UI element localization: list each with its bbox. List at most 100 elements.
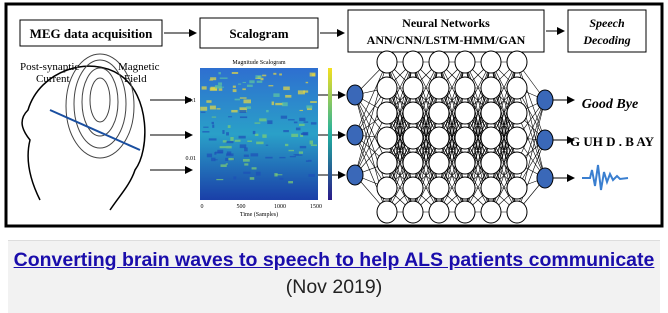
texture-cell — [244, 155, 249, 157]
node — [429, 102, 449, 124]
texture-cell — [242, 88, 246, 90]
texture-cell — [273, 73, 276, 75]
texture-cell — [306, 160, 309, 162]
texture-cell — [246, 106, 251, 109]
texture-cell — [281, 116, 287, 119]
texture-cell — [303, 90, 308, 92]
annotation: Current — [36, 73, 70, 85]
texture-cell — [251, 153, 259, 156]
node — [481, 77, 501, 99]
texture-cell — [233, 176, 236, 179]
node — [455, 127, 475, 149]
texture-cell — [299, 124, 305, 126]
node — [507, 102, 527, 124]
texture-cell — [233, 86, 236, 88]
node — [377, 127, 397, 149]
texture-cell — [266, 110, 269, 112]
texture-cell — [276, 174, 283, 175]
texture-cell — [310, 101, 317, 103]
output-phrase: Good Bye — [582, 97, 638, 112]
texture-cell — [262, 134, 266, 137]
texture-cell — [235, 140, 241, 142]
stage-label: Speech — [589, 16, 625, 30]
texture-cell — [209, 80, 213, 81]
texture-cell — [240, 144, 247, 148]
node — [481, 152, 501, 174]
texture-cell — [288, 181, 293, 183]
texture-cell — [299, 110, 302, 111]
texture-cell — [239, 110, 246, 113]
texture-cell — [296, 128, 301, 131]
node — [507, 51, 527, 73]
caption-link[interactable]: Converting brain waves to speech to help… — [14, 249, 655, 271]
texture-cell — [212, 117, 216, 118]
texture-cell — [253, 131, 256, 134]
texture-cell — [233, 89, 237, 92]
annotation: Post-synaptic — [20, 61, 79, 73]
texture-cell — [222, 130, 224, 134]
node — [347, 125, 363, 145]
node — [403, 51, 423, 73]
node — [403, 177, 423, 199]
stage-label: MEG data acquisition — [30, 26, 154, 41]
stage-sublabel: ANN/CNN/LSTM-HMM/GAN — [367, 33, 526, 47]
texture-cell — [228, 125, 231, 128]
page: MEG data acquisition Scalogram Neural Ne… — [0, 0, 668, 313]
node — [403, 152, 423, 174]
node — [481, 51, 501, 73]
texture-cell — [207, 154, 212, 158]
node — [377, 152, 397, 174]
texture-cell — [255, 75, 261, 78]
node — [377, 77, 397, 99]
node — [429, 177, 449, 199]
texture-cell — [221, 164, 227, 167]
texture-cell — [223, 140, 227, 142]
node — [455, 102, 475, 124]
texture-cell — [255, 134, 258, 136]
scalogram-tick: 0.01 — [186, 156, 197, 162]
node — [429, 77, 449, 99]
stage-sublabel: Decoding — [582, 33, 630, 47]
node — [429, 201, 449, 223]
texture-cell — [262, 75, 266, 77]
texture-cell — [301, 133, 308, 135]
texture-cell — [220, 146, 227, 148]
texture-cell — [249, 80, 254, 83]
texture-cell — [257, 81, 263, 83]
texture-cell — [279, 178, 283, 180]
texture-cell — [255, 122, 261, 123]
texture-cell — [216, 108, 220, 109]
texture-cell — [259, 118, 266, 121]
caption-date: (Nov 2019) — [286, 276, 382, 298]
scalogram-tick: 0 — [201, 204, 204, 210]
texture-cell — [216, 179, 223, 180]
node — [377, 51, 397, 73]
texture-cell — [218, 72, 221, 74]
texture-cell — [244, 163, 248, 165]
texture-cell — [310, 73, 316, 77]
texture-cell — [310, 140, 313, 144]
texture-cell — [267, 120, 272, 124]
node — [429, 51, 449, 73]
node — [403, 102, 423, 124]
texture-cell — [265, 157, 272, 159]
node — [507, 152, 527, 174]
texture-cell — [266, 145, 269, 146]
texture-cell — [300, 146, 306, 148]
node — [507, 201, 527, 223]
node — [507, 77, 527, 99]
texture-cell — [231, 110, 237, 112]
texture-cell — [311, 144, 317, 146]
texture-cell — [306, 105, 312, 108]
texture-cell — [239, 136, 246, 139]
texture-cell — [212, 122, 214, 124]
texture-cell — [202, 86, 207, 89]
node — [507, 177, 527, 199]
texture-cell — [228, 158, 234, 160]
texture-cell — [283, 87, 290, 91]
texture-cell — [219, 88, 223, 90]
colorbar — [328, 68, 332, 200]
texture-cell — [306, 82, 308, 83]
node — [403, 77, 423, 99]
node — [455, 177, 475, 199]
